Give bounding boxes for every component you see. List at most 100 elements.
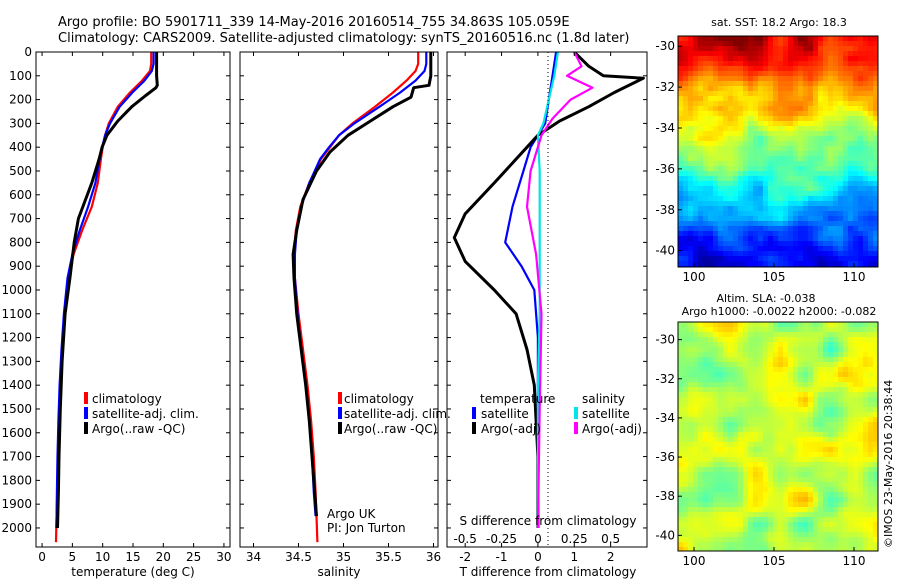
heatmap-cell — [688, 537, 693, 542]
heatmap-cell — [803, 322, 808, 327]
heatmap-cell — [868, 71, 873, 76]
heatmap-cell — [733, 532, 738, 537]
heatmap-cell — [848, 507, 853, 512]
heatmap-cell — [763, 517, 768, 522]
heatmap-cell — [778, 236, 783, 241]
heatmap-cell — [753, 367, 758, 372]
heatmap-cell — [793, 51, 798, 56]
heatmap-cell — [753, 206, 758, 211]
heatmap-cell — [733, 111, 738, 116]
heatmap-cell — [803, 36, 808, 41]
heatmap-cell — [748, 221, 753, 226]
y-tick-label: 500 — [9, 164, 32, 178]
heatmap-cell — [748, 146, 753, 151]
heatmap-cell — [823, 387, 828, 392]
heatmap-cell — [728, 246, 733, 251]
heatmap-cell — [758, 76, 763, 81]
heatmap-cell — [868, 261, 873, 266]
heatmap-cell — [843, 101, 848, 106]
heatmap-cell — [743, 121, 748, 126]
heatmap-cell — [758, 377, 763, 382]
heatmap-cell — [868, 121, 873, 126]
heatmap-cell — [793, 81, 798, 86]
heatmap-cell — [743, 457, 748, 462]
heatmap-cell — [773, 352, 778, 357]
heatmap-cell — [748, 427, 753, 432]
heatmap-cell — [868, 101, 873, 106]
heatmap-cell — [698, 161, 703, 166]
heatmap-cell — [713, 467, 718, 472]
heatmap-cell — [753, 467, 758, 472]
heatmap-cell — [678, 407, 683, 412]
heatmap-cell — [868, 372, 873, 377]
heatmap-cell — [738, 347, 743, 352]
heatmap-cell — [703, 322, 708, 327]
heatmap-cell — [783, 231, 788, 236]
heatmap-cell — [728, 437, 733, 442]
heatmap-cell — [848, 402, 853, 407]
heatmap-cell — [848, 472, 853, 477]
heatmap-cell — [733, 126, 738, 131]
heatmap-cell — [838, 71, 843, 76]
heatmap-cell — [733, 216, 738, 221]
heatmap-cell — [823, 216, 828, 221]
heatmap-cell — [678, 96, 683, 101]
heatmap-cell — [803, 181, 808, 186]
heatmap-cell — [688, 226, 693, 231]
heatmap-cell — [753, 352, 758, 357]
heatmap-cell — [698, 51, 703, 56]
heatmap-cell — [853, 151, 858, 156]
heatmap-cell — [743, 166, 748, 171]
heatmap-cell — [848, 427, 853, 432]
heatmap-cell — [768, 497, 773, 502]
heatmap-cell — [838, 502, 843, 507]
heatmap-cell — [723, 442, 728, 447]
heatmap-cell — [833, 497, 838, 502]
heatmap-cell — [738, 161, 743, 166]
heatmap-cell — [808, 347, 813, 352]
heatmap-cell — [868, 452, 873, 457]
heatmap-cell — [833, 487, 838, 492]
heatmap-cell — [738, 422, 743, 427]
heatmap-cell — [783, 477, 788, 482]
heatmap-cell — [718, 397, 723, 402]
heatmap-cell — [703, 457, 708, 462]
heatmap-cell — [873, 201, 878, 206]
heatmap-cell — [873, 211, 878, 216]
heatmap-cell — [688, 547, 693, 551]
heatmap-cell — [783, 362, 788, 367]
heatmap-cell — [698, 91, 703, 96]
heatmap-cell — [788, 226, 793, 231]
heatmap-cell — [708, 141, 713, 146]
heatmap-cell — [683, 181, 688, 186]
heatmap-cell — [853, 71, 858, 76]
legend-label-t-argo: Argo(-adj) — [481, 422, 541, 436]
heatmap-cell — [828, 332, 833, 337]
heatmap-cell — [678, 487, 683, 492]
heatmap-cell — [728, 487, 733, 492]
heatmap-cell — [868, 377, 873, 382]
heatmap-cell — [843, 537, 848, 542]
heatmap-cell — [808, 36, 813, 41]
heatmap-cell — [838, 377, 843, 382]
heatmap-cell — [858, 66, 863, 71]
temperature-series-line-0 — [54, 52, 153, 543]
heatmap-cell — [738, 372, 743, 377]
heatmap-cell — [848, 111, 853, 116]
heatmap-cell — [783, 512, 788, 517]
heatmap-cell — [848, 342, 853, 347]
map-y-tick-label: -40 — [655, 244, 675, 258]
heatmap-cell — [688, 196, 693, 201]
heatmap-cell — [733, 542, 738, 547]
heatmap-cell — [723, 352, 728, 357]
heatmap-cell — [698, 532, 703, 537]
heatmap-cell — [703, 377, 708, 382]
heatmap-cell — [848, 387, 853, 392]
heatmap-cell — [853, 136, 858, 141]
heatmap-cell — [693, 322, 698, 327]
heatmap-cell — [723, 216, 728, 221]
heatmap-cell — [728, 161, 733, 166]
heatmap-cell — [813, 517, 818, 522]
heatmap-cell — [698, 111, 703, 116]
heatmap-cell — [823, 196, 828, 201]
